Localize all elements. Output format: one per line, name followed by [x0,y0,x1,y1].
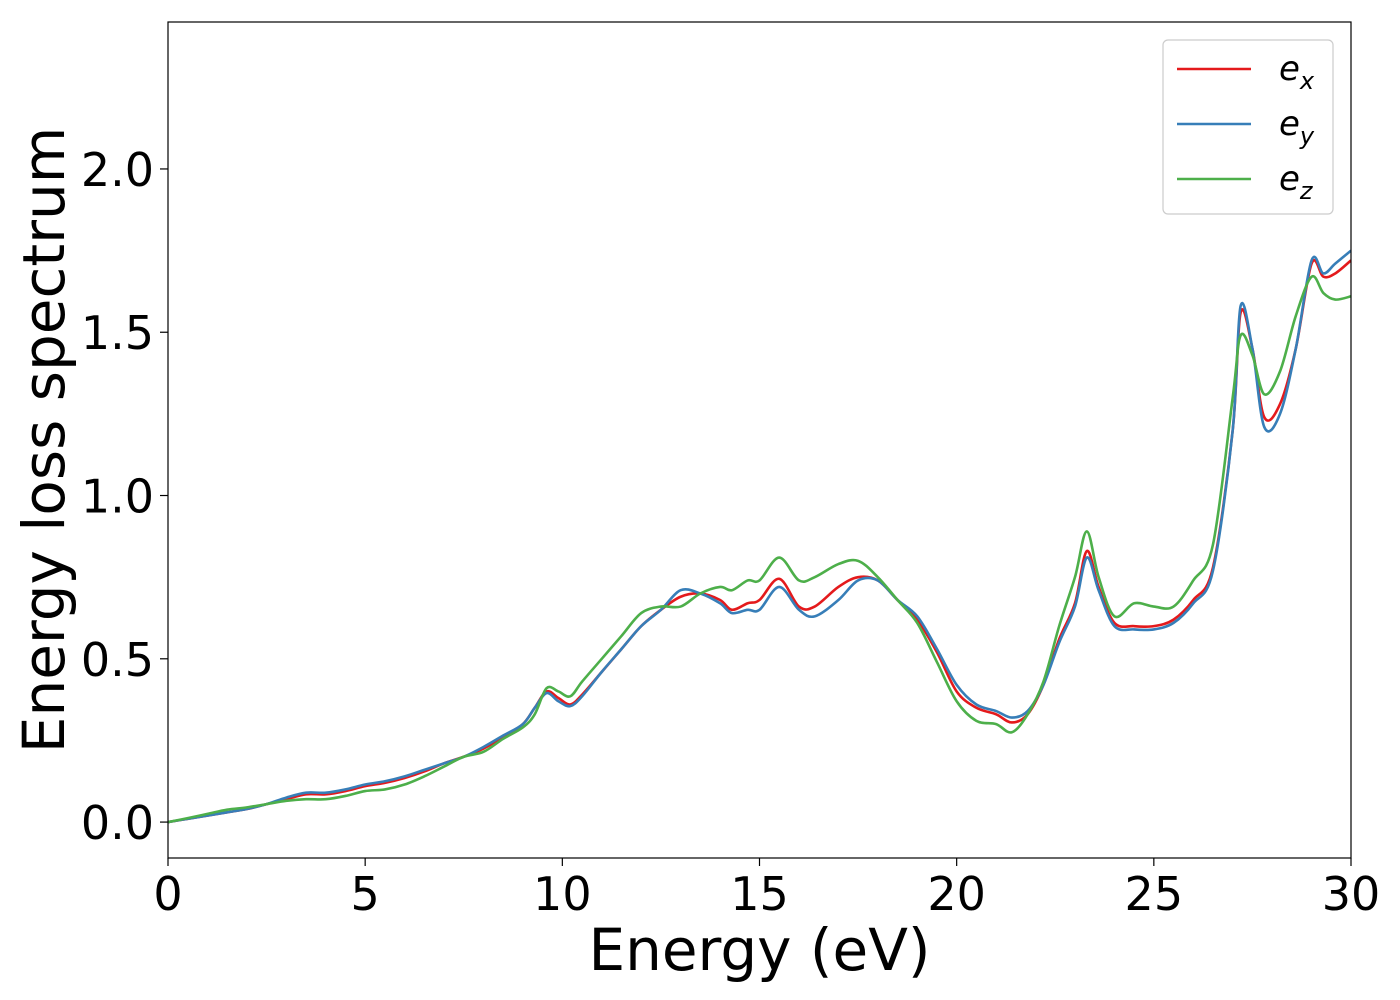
legend-box [1162,39,1334,215]
y-tick-label: 0.5 [81,633,154,687]
x-tick-label: 15 [730,867,789,921]
legend-label-subscript: y [1299,122,1315,150]
legend-label-z: ez [1279,159,1314,205]
x-tick-label: 10 [533,867,592,921]
x-tick-label: 20 [927,867,986,921]
x-tick-label: 5 [351,867,380,921]
y-tick-label: 1.0 [81,470,154,524]
plot-lines [168,249,1351,824]
x-tick-label: 25 [1125,867,1184,921]
legend-label-y: ey [1279,104,1315,150]
y-axis-label: Energy loss spectrum [10,127,78,753]
y-tick-label: 2.0 [81,143,154,197]
legend-label-x: ex [1279,49,1315,95]
legend-label-base: e [1279,49,1300,89]
y-tick-label: 0.0 [81,796,154,850]
series-line-y [168,249,1351,824]
legend-label-base: e [1279,159,1300,199]
y-tick-label: 1.5 [81,306,154,360]
x-axis-ticks: 0 5 10 15 20 25 30 [153,858,1380,921]
y-axis-ticks: 0.0 0.5 1.0 1.5 2.0 [81,143,168,850]
x-tick-label: 30 [1322,867,1381,921]
legend-label-base: e [1279,104,1300,144]
x-axis-label: Energy (eV) [588,916,930,984]
series-line-z [168,274,1351,824]
x-tick-label: 0 [153,867,182,921]
legend-label-subscript: x [1299,67,1315,95]
legend-label-subscript: z [1299,177,1314,205]
series-line-x [168,259,1351,824]
